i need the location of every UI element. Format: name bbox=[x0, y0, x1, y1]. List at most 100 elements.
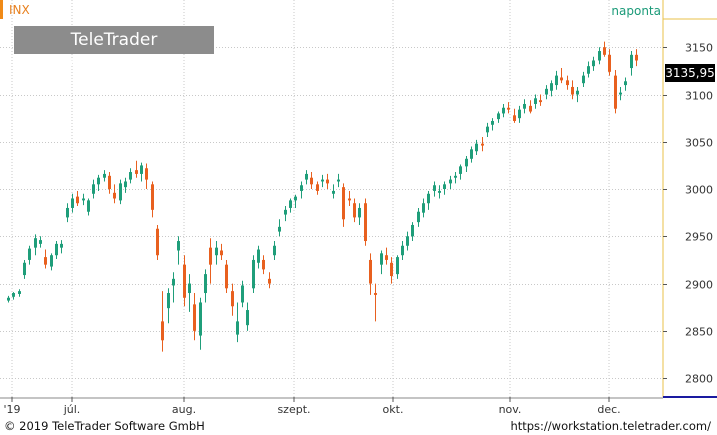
candle-body bbox=[103, 173, 106, 178]
candle-body bbox=[204, 274, 207, 294]
candle-body bbox=[417, 211, 420, 223]
candle bbox=[560, 68, 563, 84]
candle-body bbox=[241, 285, 244, 303]
candle-body bbox=[348, 198, 351, 201]
y-tick-label: 2800 bbox=[685, 373, 713, 386]
candle bbox=[576, 86, 579, 103]
candle bbox=[220, 243, 223, 260]
x-tick-label: dec. bbox=[597, 403, 620, 416]
candle bbox=[502, 103, 505, 118]
candle bbox=[209, 238, 212, 284]
candle bbox=[273, 241, 276, 260]
candle bbox=[635, 49, 638, 67]
candle-body bbox=[129, 172, 132, 180]
x-tick-label: júl. bbox=[63, 403, 81, 416]
candle-body bbox=[587, 66, 590, 74]
period-label[interactable]: naponta bbox=[611, 4, 661, 18]
candle bbox=[193, 293, 196, 341]
candle bbox=[566, 75, 569, 90]
candle-body bbox=[422, 203, 425, 213]
candle-body bbox=[23, 262, 26, 276]
brand-logo: TeleTrader WorkStation bbox=[14, 26, 214, 78]
candle bbox=[246, 302, 249, 331]
candle bbox=[587, 61, 590, 78]
candle-body bbox=[550, 83, 553, 91]
candle bbox=[18, 289, 21, 297]
candle bbox=[326, 173, 329, 190]
candle-body bbox=[539, 100, 542, 103]
candle bbox=[470, 146, 473, 163]
candle-body bbox=[459, 166, 462, 174]
candle-body bbox=[427, 193, 430, 204]
candle-body bbox=[92, 184, 95, 194]
candle-body bbox=[135, 170, 138, 174]
candle bbox=[592, 56, 595, 71]
candle-body bbox=[598, 51, 601, 61]
candle bbox=[396, 255, 399, 279]
candle-body bbox=[353, 203, 356, 218]
candle-body bbox=[470, 149, 473, 159]
candle-body bbox=[66, 207, 69, 218]
candle-body bbox=[310, 177, 313, 185]
candle bbox=[369, 253, 372, 295]
y-tick-label: 2850 bbox=[685, 326, 713, 339]
candle-body bbox=[364, 203, 367, 242]
candle-body bbox=[507, 107, 510, 110]
candle-body bbox=[358, 207, 361, 218]
copyright-text: © 2019 TeleTrader Software GmbH bbox=[4, 419, 205, 433]
candle-body bbox=[555, 75, 558, 86]
candle bbox=[294, 194, 297, 208]
candle bbox=[103, 170, 106, 182]
candle bbox=[529, 100, 532, 114]
candle bbox=[443, 181, 446, 195]
candle-body bbox=[396, 257, 399, 275]
candle-body bbox=[326, 179, 329, 184]
candle-body bbox=[624, 81, 627, 86]
candle-body bbox=[188, 283, 191, 294]
candle-body bbox=[608, 54, 611, 72]
candle-body bbox=[454, 175, 457, 178]
candle bbox=[342, 183, 345, 227]
x-tick-label: '19 bbox=[3, 403, 20, 416]
candle-body bbox=[385, 255, 388, 260]
candle bbox=[608, 49, 611, 76]
candle-body bbox=[545, 88, 548, 95]
candle bbox=[406, 231, 409, 251]
candle bbox=[119, 179, 122, 205]
candle bbox=[140, 162, 143, 182]
candle bbox=[257, 245, 260, 269]
candle-body bbox=[337, 179, 340, 182]
candle-body bbox=[486, 126, 489, 133]
x-tick-label: szept. bbox=[277, 403, 310, 416]
candle bbox=[539, 94, 542, 106]
candle bbox=[353, 198, 356, 223]
footer-url[interactable]: https://workstation.teletrader.com/ bbox=[510, 419, 711, 433]
y-tick-label: 3100 bbox=[685, 90, 713, 103]
candle bbox=[215, 241, 218, 265]
candle-body bbox=[76, 196, 79, 204]
candle bbox=[225, 259, 228, 294]
candle bbox=[82, 193, 85, 206]
candle-body bbox=[342, 187, 345, 220]
candle bbox=[491, 118, 494, 131]
candle-body bbox=[502, 107, 505, 114]
candle bbox=[241, 280, 244, 308]
candle bbox=[545, 85, 548, 100]
candle-body bbox=[199, 302, 202, 336]
symbol-label: INX bbox=[9, 3, 30, 17]
candle bbox=[550, 80, 553, 97]
candle bbox=[204, 269, 207, 303]
symbol-marker bbox=[0, 0, 3, 19]
candle bbox=[39, 236, 42, 248]
candle bbox=[262, 255, 265, 275]
candle bbox=[374, 283, 377, 322]
y-tick-label: 2900 bbox=[685, 279, 713, 292]
y-axis: 3150 3100 3050 3000 2950 2900 2850 2800 bbox=[662, 0, 717, 398]
candle-body bbox=[321, 179, 324, 182]
candle-body bbox=[369, 259, 372, 284]
candle-body bbox=[177, 241, 180, 251]
candle bbox=[630, 51, 633, 76]
candle-body bbox=[140, 165, 143, 174]
candle-body bbox=[635, 54, 638, 61]
candle-body bbox=[449, 179, 452, 184]
